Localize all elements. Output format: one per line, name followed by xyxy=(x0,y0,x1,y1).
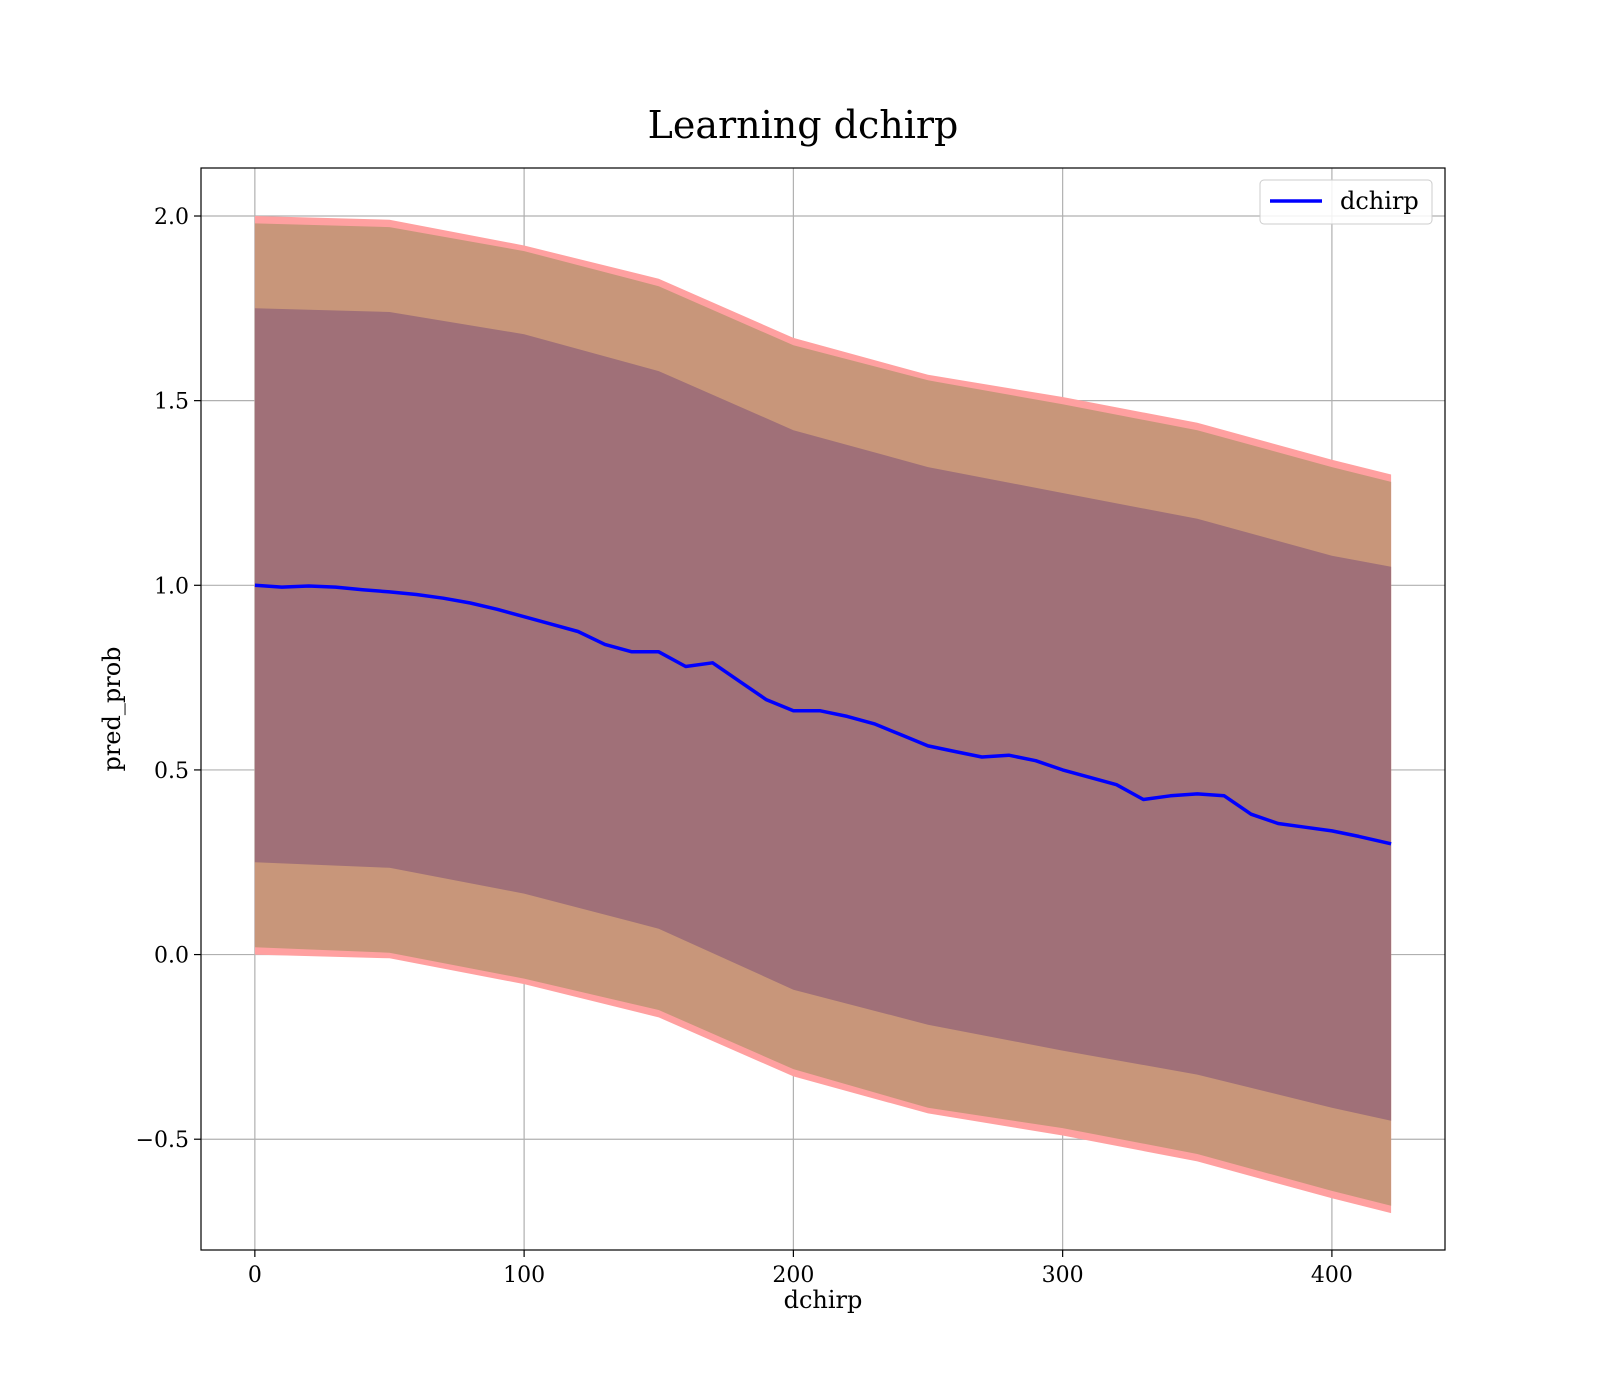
x-tick-label: 0 xyxy=(248,1263,262,1288)
x-tick-label: 400 xyxy=(1311,1263,1353,1288)
y-tick-label: 2.0 xyxy=(154,205,189,230)
chart-title: Learning dchirp xyxy=(648,103,959,147)
x-axis-label: dchirp xyxy=(784,1286,863,1314)
legend: dchirp xyxy=(1259,179,1433,225)
x-tick-label: 300 xyxy=(1042,1263,1084,1288)
series-lines xyxy=(254,583,1392,846)
confidence-bands xyxy=(254,216,1392,1214)
y-tick-label: 0.0 xyxy=(154,944,189,969)
x-tick-label: 200 xyxy=(772,1263,814,1288)
x-tick-label: 100 xyxy=(503,1263,545,1288)
legend-box xyxy=(1259,179,1433,225)
y-axis-label: pred_prob xyxy=(98,646,126,771)
inner-band xyxy=(254,308,1392,1121)
legend-label: dchirp xyxy=(1340,187,1419,215)
y-tick-label: 1.0 xyxy=(154,574,189,599)
plot-frame xyxy=(200,167,1446,1251)
ticks: 0 100 200 300 400 −0.5 0.0 0.5 1.0 1.5 2.0 xyxy=(136,205,1353,1288)
y-tick-label: −0.5 xyxy=(136,1128,189,1153)
series-line-dchirp xyxy=(254,583,1392,846)
y-tick-label: 0.5 xyxy=(154,759,189,784)
y-tick-label: 1.5 xyxy=(154,390,189,415)
